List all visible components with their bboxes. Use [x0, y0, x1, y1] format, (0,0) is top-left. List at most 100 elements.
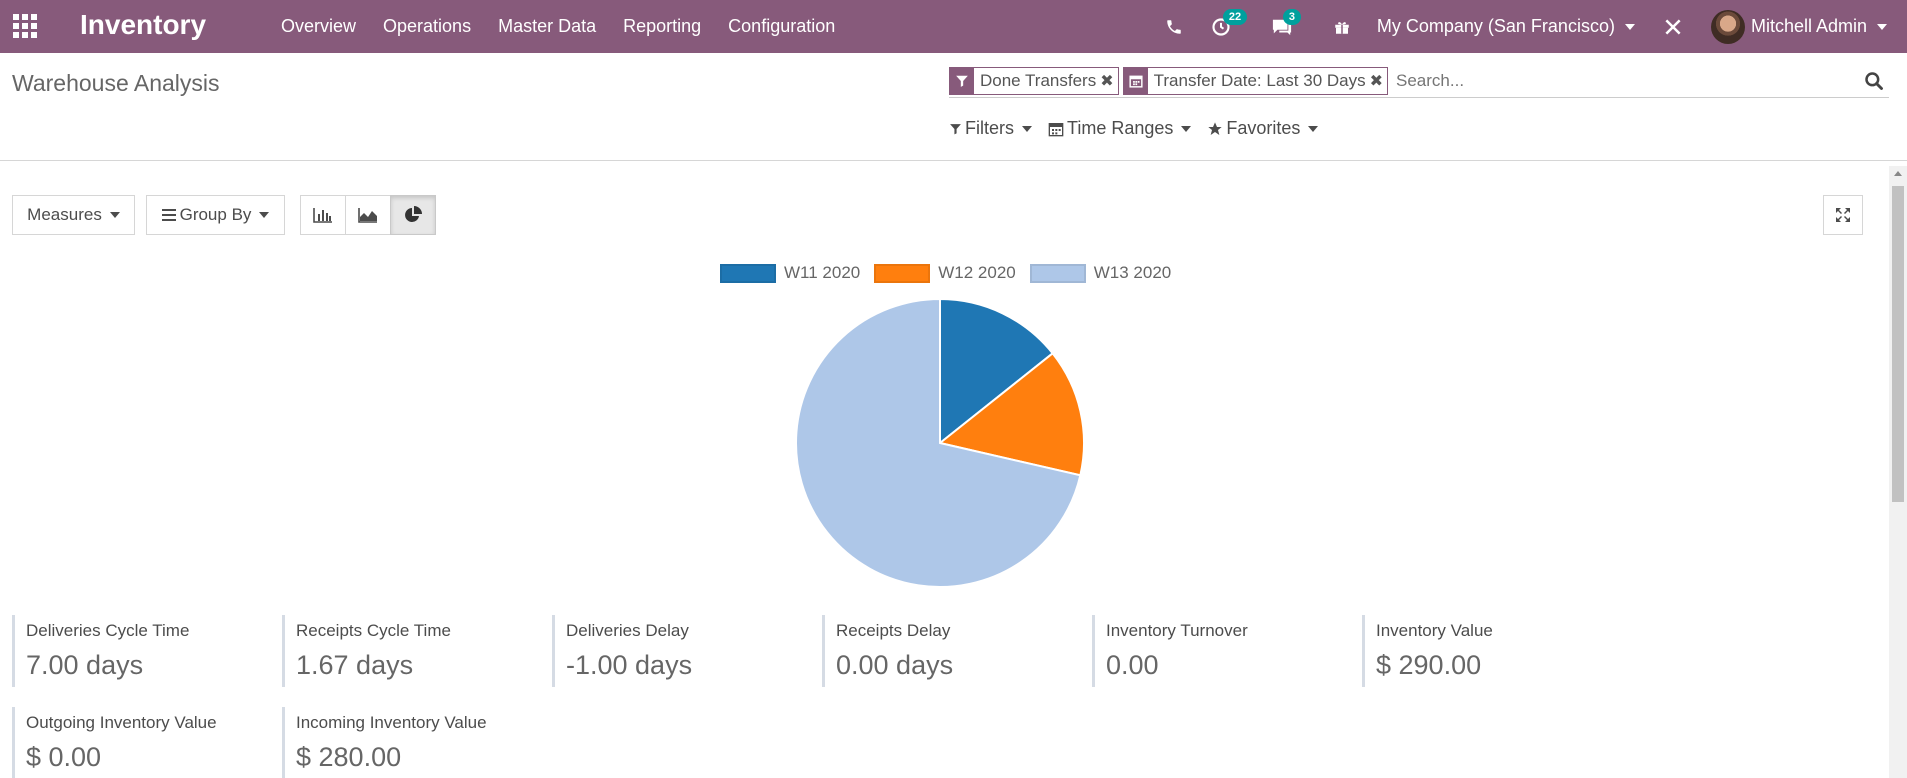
- user-menu[interactable]: Mitchell Admin: [1710, 9, 1887, 44]
- kpi-label: Inventory Value: [1376, 621, 1493, 640]
- legend-swatch: [1029, 263, 1086, 283]
- favorites-dropdown[interactable]: Favorites: [1207, 118, 1319, 139]
- kpi-label: Receipts Delay: [836, 621, 951, 640]
- line-chart-button[interactable]: [345, 195, 391, 235]
- menu-master-data[interactable]: Master Data: [498, 16, 597, 36]
- time-ranges-label: Time Ranges: [1067, 118, 1174, 138]
- kpi-value: $ 280.00: [296, 742, 402, 772]
- search-input[interactable]: [1392, 66, 1859, 95]
- app-brand[interactable]: Inventory: [80, 9, 207, 40]
- company-name: My Company (San Francisco): [1376, 16, 1615, 36]
- legend-label: W11 2020: [784, 263, 861, 282]
- activities-badge: 22: [1222, 8, 1248, 25]
- kpi-value: -1.00 days: [566, 650, 693, 680]
- apps-menu-icon[interactable]: [12, 14, 38, 38]
- kpi-label: Outgoing Inventory Value: [26, 713, 217, 732]
- page-title: Warehouse Analysis: [12, 70, 220, 96]
- chevron-down-icon: [1181, 125, 1192, 132]
- avatar: [1710, 9, 1745, 44]
- kpi-value: $ 0.00: [26, 742, 102, 772]
- measures-button[interactable]: Measures: [12, 195, 135, 235]
- kpi-value: 0.00: [1106, 650, 1159, 680]
- legend-item[interactable]: W12 2020: [874, 263, 1016, 283]
- legend-swatch: [874, 263, 931, 283]
- chevron-down-icon: [1877, 23, 1887, 30]
- messages-icon[interactable]: 3: [1271, 8, 1301, 37]
- legend-label: W12 2020: [938, 263, 1016, 282]
- top-navbar: Inventory Overview Operations Master Dat…: [0, 0, 1907, 53]
- expand-icon: [1835, 207, 1851, 223]
- bar-chart-button[interactable]: [300, 195, 346, 235]
- star-icon: [1207, 121, 1223, 137]
- chevron-down-icon: [1624, 23, 1635, 30]
- company-switcher[interactable]: My Company (San Francisco): [1377, 16, 1635, 37]
- facet-label: Done Transfers: [980, 70, 1097, 90]
- pie-slice-w12-2020[interactable]: [937, 351, 1085, 477]
- activities-clock-icon[interactable]: 22: [1211, 8, 1248, 37]
- legend-item[interactable]: W13 2020: [1029, 263, 1172, 283]
- chevron-down-icon: [259, 212, 270, 218]
- legend-label: W13 2020: [1093, 263, 1172, 282]
- kpi-value: 0.00 days: [836, 650, 954, 680]
- user-name: Mitchell Admin: [1750, 16, 1867, 36]
- navbar-systray: 22 3 My Company (San Francisco) Mitchell…: [1165, 0, 1907, 53]
- kpi-value: 7.00 days: [26, 650, 144, 680]
- kpi-label: Inventory Turnover: [1106, 621, 1248, 640]
- menu-reporting[interactable]: Reporting: [623, 16, 702, 36]
- filter-icon: [949, 122, 962, 136]
- facet-remove-icon[interactable]: ✖: [1369, 72, 1384, 90]
- phone-icon[interactable]: [1165, 18, 1183, 36]
- facet-remove-icon[interactable]: ✖: [1100, 72, 1114, 90]
- search-facet-done-transfers: Done Transfers ✖: [949, 66, 1119, 95]
- control-panel-divider: [0, 160, 1907, 161]
- kpi-label: Deliveries Delay: [566, 621, 689, 640]
- chevron-down-icon: [109, 212, 120, 218]
- pie-chart-icon: [404, 206, 422, 224]
- group-by-button[interactable]: Group By: [146, 195, 285, 235]
- kpi-inventory-turnover: Inventory Turnover 0.00: [1092, 615, 1352, 687]
- menu-configuration[interactable]: Configuration: [728, 16, 836, 36]
- kpi-value: 1.67 days: [296, 650, 414, 680]
- legend-item[interactable]: W11 2020: [720, 263, 860, 283]
- scroll-up-arrow-icon[interactable]: [1894, 171, 1902, 176]
- menu-operations[interactable]: Operations: [383, 16, 472, 36]
- messages-badge: 3: [1282, 8, 1301, 25]
- bars-icon: [161, 209, 176, 221]
- kpi-receipts-cycle-time: Receipts Cycle Time 1.67 days: [282, 615, 542, 687]
- line-chart-icon: [358, 207, 378, 223]
- pie-chart-button[interactable]: [390, 195, 436, 235]
- favorites-label: Favorites: [1226, 118, 1301, 138]
- kpi-label: Receipts Cycle Time: [296, 621, 451, 640]
- calendar-icon: [1048, 121, 1064, 137]
- filters-dropdown[interactable]: Filters: [949, 118, 1032, 139]
- kpi-receipts-delay: Receipts Delay 0.00 days: [822, 615, 1082, 687]
- pie-slice-w11-2020[interactable]: [939, 297, 1055, 446]
- search-facet-transfer-date: Transfer Date: Last 30 Days ✖: [1122, 66, 1389, 95]
- filter-icon: [950, 67, 974, 94]
- search-bar: Done Transfers ✖ Transfer Date: Last 30 …: [949, 64, 1889, 98]
- scrollbar-thumb[interactable]: [1892, 186, 1904, 502]
- search-icon[interactable]: [1859, 66, 1889, 96]
- kpi-deliveries-delay: Deliveries Delay -1.00 days: [552, 615, 812, 687]
- group-by-label: Group By: [179, 205, 252, 224]
- gift-icon[interactable]: [1333, 18, 1351, 36]
- kpi-label: Incoming Inventory Value: [296, 713, 487, 732]
- pie-slice-w13-2020[interactable]: [795, 297, 1082, 588]
- kpi-value: $ 290.00: [1376, 650, 1482, 680]
- menu-overview[interactable]: Overview: [281, 16, 357, 36]
- fullscreen-button[interactable]: [1823, 195, 1863, 235]
- time-ranges-dropdown[interactable]: Time Ranges: [1048, 118, 1192, 139]
- main-menu: Overview Operations Master Data Reportin…: [281, 0, 862, 53]
- bar-chart-icon: [313, 207, 333, 223]
- chevron-down-icon: [1022, 125, 1032, 132]
- chart-legend: W11 2020 W12 2020 W13 2020: [720, 263, 1185, 283]
- measures-label: Measures: [27, 205, 102, 224]
- scrollbar[interactable]: [1889, 166, 1907, 778]
- filters-label: Filters: [965, 118, 1014, 138]
- kpi-outgoing-inventory-value: Outgoing Inventory Value $ 0.00: [12, 707, 272, 778]
- kpi-label: Deliveries Cycle Time: [26, 621, 190, 640]
- calendar-icon: [1123, 67, 1148, 94]
- chevron-down-icon: [1308, 125, 1319, 132]
- kpi-deliveries-cycle-time: Deliveries Cycle Time 7.00 days: [12, 615, 272, 687]
- debug-tools-icon[interactable]: [1663, 17, 1683, 37]
